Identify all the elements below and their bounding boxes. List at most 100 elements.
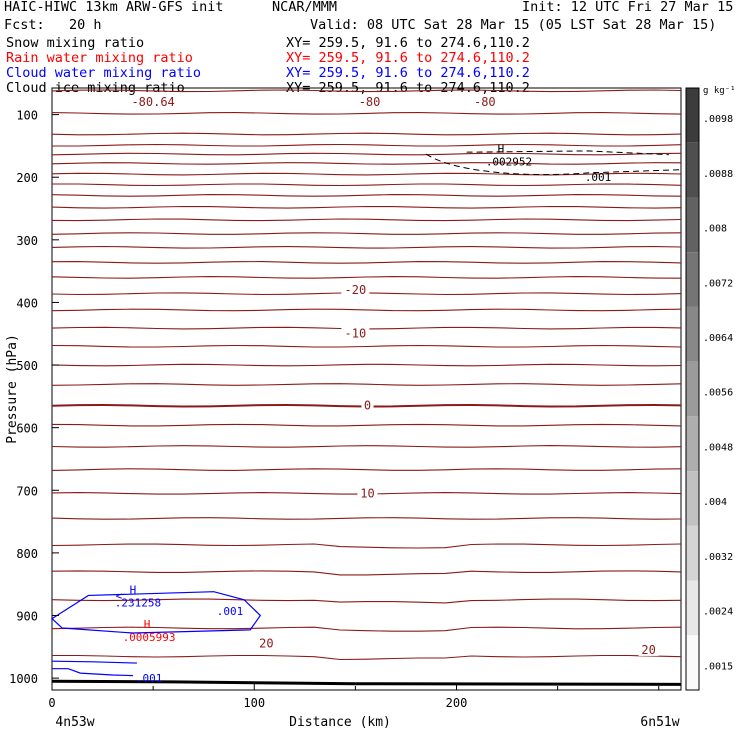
isotherm-label: -10	[345, 327, 367, 341]
isotherm-line	[51, 162, 682, 165]
isotherm-line	[51, 308, 682, 312]
valid-time: Valid: 08 UTC Sat 28 Mar 15 (05 LST Sat …	[310, 17, 717, 33]
isotherm-label-bg	[127, 96, 180, 109]
field-xy-cloud-water: XY= 259.5, 91.6 to 274.6,110.2	[286, 65, 530, 81]
isotherm-line	[51, 626, 682, 632]
y-tick-label: 800	[16, 547, 38, 561]
colorbar-segment	[686, 416, 699, 472]
isotherm-label: 0	[364, 399, 371, 413]
init-time: Init: 12 UTC Fri 27 Mar 15	[522, 0, 734, 15]
colorbar-tick-label: .0072	[703, 278, 733, 289]
colorbar-tick-label: .0088	[703, 169, 733, 180]
forecast-hour: Fcst: 20 h	[4, 17, 102, 33]
y-axis-title: Pressure (hPa)	[5, 334, 20, 444]
colorbar-segment	[686, 88, 699, 143]
isotherm-line	[51, 276, 682, 279]
isotherm-line	[51, 423, 682, 427]
rain-water-max-value: .0005993	[123, 631, 176, 644]
cloud-ice-contours: H.002952 .001	[425, 142, 682, 184]
temperature-isotherms: -80.64 -80 -80 -20 -10 0 10 20 20	[51, 89, 682, 661]
isotherm-label-bg	[361, 399, 374, 412]
field-xy-snow: XY= 259.5, 91.6 to 274.6,110.2	[286, 35, 530, 51]
model-title: HAIC-HIWC 13km ARW-GFS init	[4, 0, 224, 15]
colorbar-segment	[686, 471, 699, 526]
y-tick-label: 200	[16, 171, 38, 185]
isotherm-label-bg	[341, 283, 370, 296]
x-axis-title: Distance (km)	[289, 715, 391, 730]
isotherm-label-bg	[341, 327, 370, 340]
cloud-water-max-value: .231258	[115, 597, 161, 610]
isotherm-label: -20	[345, 283, 367, 297]
y-tick-label: 500	[16, 359, 38, 373]
colorbar-segment	[686, 361, 699, 417]
isotherm-line	[52, 654, 682, 661]
isotherm-line	[51, 468, 682, 471]
cloud-water-contour	[51, 660, 137, 664]
cloud-water-contour	[51, 591, 262, 634]
rain-water-contours: H.0005993	[123, 618, 176, 644]
colorbar-segment	[686, 635, 699, 690]
plot-frame	[51, 87, 682, 691]
colorbar-segment	[686, 306, 699, 362]
isotherm-line	[51, 132, 682, 136]
colorbar-tick-label: .0024	[703, 607, 733, 618]
cloud-water-contour-label: .001	[217, 605, 244, 618]
field-label-rain: Rain water mixing ratio	[6, 50, 193, 66]
y-tick-label: 900	[16, 609, 38, 623]
cloud-ice-max-value: .002952	[486, 155, 532, 168]
y-tick-label: 700	[16, 484, 38, 498]
isotherm-label-bg	[470, 96, 499, 109]
cloud-water-contour-label: .001	[136, 672, 163, 685]
x-tick-label: 200	[446, 696, 468, 710]
isotherm-line	[51, 232, 682, 235]
isotherm-label: -80.64	[131, 95, 174, 109]
colorbar-segment	[686, 525, 699, 581]
isotherm-label-bg	[256, 637, 277, 650]
isotherm-line	[51, 517, 682, 520]
colorbar-tick-label: .0015	[703, 661, 733, 672]
y-tick-label: 600	[16, 422, 38, 436]
colorbar-tick-label: .0056	[703, 388, 733, 399]
x-right-end-label: 6n51w	[640, 715, 679, 730]
rain-water-max-marker: H	[144, 618, 151, 631]
y-tick-label: 300	[16, 234, 38, 248]
isotherm-label-bg	[357, 487, 378, 500]
isotherm-label: -80	[359, 95, 381, 109]
isotherm-line	[51, 194, 682, 197]
isotherm-label-bg	[638, 643, 659, 656]
isotherm-line	[51, 344, 682, 348]
isotherm-line	[51, 261, 682, 264]
isotherm-line	[51, 152, 682, 156]
isotherm-label: 20	[641, 643, 655, 657]
isotherm-label: -80	[474, 95, 496, 109]
isotherm-line	[51, 543, 682, 549]
terrain-line	[51, 679, 682, 686]
colorbar-units: g kg⁻¹	[703, 86, 736, 96]
y-tick-label: 100	[16, 109, 38, 123]
field-xy-rain: XY= 259.5, 91.6 to 274.6,110.2	[286, 50, 530, 66]
isotherm-line	[52, 143, 682, 147]
colorbar-tick-label: .008	[703, 224, 727, 235]
colorbar-segment	[686, 252, 699, 307]
isotherm-label: 20	[259, 637, 273, 651]
isotherm-line	[51, 245, 682, 249]
isotherm-line	[52, 183, 682, 187]
isotherm-label-bg	[355, 96, 384, 109]
cloud-water-max-marker: H	[130, 584, 137, 597]
y-tick-label: 400	[16, 296, 38, 310]
x-left-end-label: 4n53w	[55, 715, 94, 730]
cloud-ice-contour	[466, 150, 669, 156]
org-label: NCAR/MMM	[272, 0, 338, 15]
isotherm-label: 10	[360, 486, 374, 500]
isotherm-line	[51, 363, 682, 367]
field-label-cloud-water: Cloud water mixing ratio	[6, 65, 202, 81]
cloud-water-contours: H.231258<.001.001	[51, 584, 262, 685]
x-tick-label: 0	[48, 696, 55, 710]
colorbar-frame	[685, 87, 700, 691]
isotherm-line	[51, 598, 682, 604]
colorbar-segment	[686, 142, 699, 198]
plot-area	[51, 87, 682, 691]
cloud-ice-contour	[425, 153, 682, 176]
